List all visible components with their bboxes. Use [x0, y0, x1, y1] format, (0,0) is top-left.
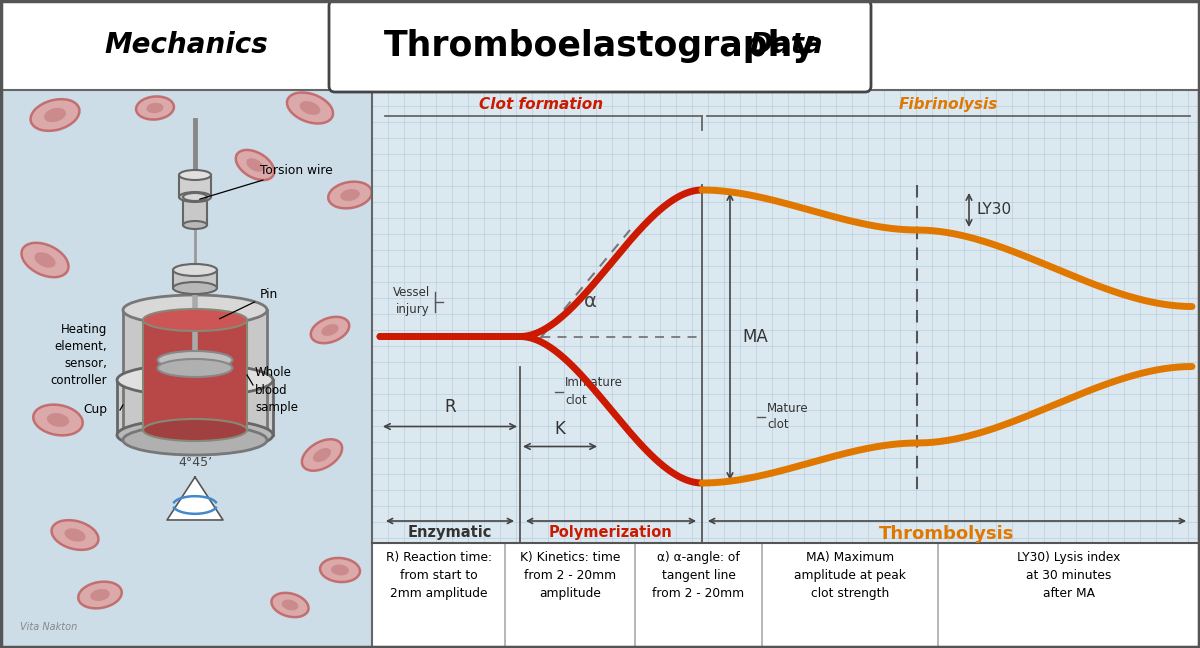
Ellipse shape [124, 425, 266, 455]
Text: K) Kinetics: time
from 2 - 20mm
amplitude: K) Kinetics: time from 2 - 20mm amplitud… [520, 551, 620, 600]
Text: Polymerization: Polymerization [550, 525, 673, 540]
Bar [1, 1, 1199, 90]
Text: 4°45’: 4°45’ [178, 456, 212, 470]
Ellipse shape [271, 593, 308, 617]
FancyBboxPatch shape [329, 0, 871, 92]
Bar [1, 90, 372, 647]
Ellipse shape [157, 359, 233, 377]
Text: R: R [444, 399, 456, 417]
Ellipse shape [179, 192, 211, 202]
Text: LY30: LY30 [977, 202, 1012, 218]
Ellipse shape [246, 158, 264, 172]
Ellipse shape [313, 448, 331, 462]
Ellipse shape [340, 189, 360, 201]
Ellipse shape [300, 101, 320, 115]
Text: Mature
clot: Mature clot [767, 402, 809, 432]
Text: Cup: Cup [83, 404, 107, 417]
Bar [143, 320, 247, 430]
Ellipse shape [90, 589, 110, 601]
Ellipse shape [173, 264, 217, 276]
Bar [173, 270, 217, 288]
Text: Fibrinolysis: Fibrinolysis [899, 97, 998, 112]
Ellipse shape [44, 108, 66, 122]
Text: K: K [554, 421, 565, 439]
Ellipse shape [331, 564, 349, 575]
Ellipse shape [179, 170, 211, 180]
Ellipse shape [182, 193, 208, 201]
Text: LY30) Lysis index
at 30 minutes
after MA: LY30) Lysis index at 30 minutes after MA [1018, 551, 1121, 600]
Text: Immature
clot: Immature clot [565, 376, 623, 406]
Text: Clot formation: Clot formation [479, 97, 604, 112]
Text: Pin: Pin [220, 288, 278, 319]
Text: Thromboelastography: Thromboelastography [384, 29, 816, 63]
Text: MA: MA [742, 327, 768, 345]
Ellipse shape [78, 582, 121, 608]
Text: Thrombolysis: Thrombolysis [880, 525, 1015, 543]
Ellipse shape [118, 419, 274, 451]
Ellipse shape [143, 309, 247, 331]
Text: Whole
blood
sample: Whole blood sample [256, 367, 298, 413]
Bar [182, 197, 208, 225]
Text: Mechanics: Mechanics [104, 31, 268, 59]
Polygon shape [167, 477, 223, 520]
Text: Vessel
injury: Vessel injury [392, 286, 430, 316]
Ellipse shape [143, 419, 247, 441]
Bar [118, 380, 274, 435]
Text: Heating
element,
sensor,
controller: Heating element, sensor, controller [50, 323, 107, 387]
Ellipse shape [157, 351, 233, 369]
Bar [179, 175, 211, 197]
Ellipse shape [320, 558, 360, 582]
Ellipse shape [52, 520, 98, 550]
Ellipse shape [329, 181, 372, 209]
Text: MA) Maximum
amplitude at peak
clot strength: MA) Maximum amplitude at peak clot stren… [794, 551, 906, 600]
Ellipse shape [136, 97, 174, 120]
Bar [372, 543, 1199, 647]
Text: R) Reaction time:
from start to
2mm amplitude: R) Reaction time: from start to 2mm ampl… [385, 551, 492, 600]
Text: α) α-angle: of
tangent line
from 2 - 20mm: α) α-angle: of tangent line from 2 - 20m… [653, 551, 744, 600]
Bar [372, 90, 1199, 543]
Ellipse shape [235, 150, 275, 180]
Text: α: α [583, 292, 596, 311]
Ellipse shape [35, 252, 55, 268]
Ellipse shape [302, 439, 342, 470]
Text: Enzymatic: Enzymatic [408, 525, 492, 540]
Text: Torsion wire: Torsion wire [199, 163, 332, 199]
Ellipse shape [322, 324, 338, 336]
Ellipse shape [34, 404, 83, 435]
Ellipse shape [287, 93, 334, 124]
Ellipse shape [118, 364, 274, 396]
Text: Data: Data [749, 31, 823, 59]
Ellipse shape [47, 413, 70, 427]
Ellipse shape [124, 295, 266, 325]
Ellipse shape [182, 221, 208, 229]
Ellipse shape [30, 99, 79, 131]
Bar [124, 310, 266, 440]
Ellipse shape [65, 528, 85, 542]
Ellipse shape [282, 599, 299, 610]
Ellipse shape [173, 282, 217, 294]
Text: Vita Nakton: Vita Nakton [20, 622, 77, 632]
Ellipse shape [311, 317, 349, 343]
Ellipse shape [22, 243, 68, 277]
Ellipse shape [146, 103, 163, 113]
